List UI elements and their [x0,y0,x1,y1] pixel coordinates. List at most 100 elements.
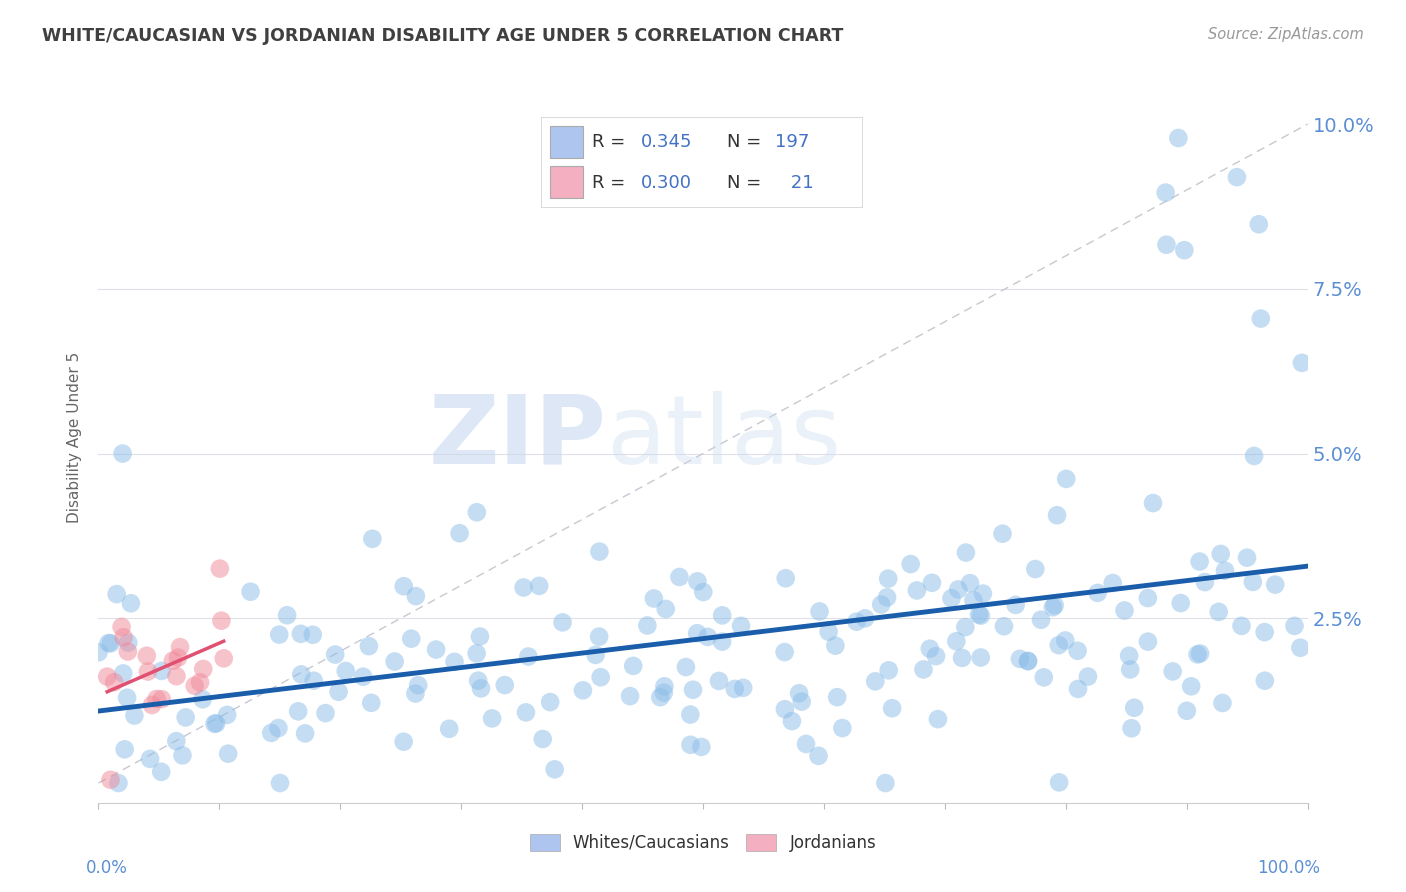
Point [112,630,135,644]
Point [135,648,157,663]
Point [468,630,491,644]
Point [970,650,993,665]
Point [165,734,187,748]
Point [465,646,488,660]
Text: WHITE/CAUCASIAN VS JORDANIAN DISABILITY AGE UNDER 5 CORRELATION CHART: WHITE/CAUCASIAN VS JORDANIAN DISABILITY … [42,27,844,45]
Point [269,776,291,790]
Point [865,674,887,689]
Point [294,726,316,740]
Point [315,706,337,720]
Point [361,532,384,546]
Point [538,695,561,709]
Point [260,726,283,740]
Point [853,611,876,625]
Point [572,683,595,698]
Point [512,581,534,595]
Point [1054,472,1077,486]
Point [1119,663,1142,677]
Point [808,604,831,618]
Point [876,591,898,605]
Point [117,635,139,649]
Point [111,446,134,460]
Point [425,642,447,657]
Point [107,776,129,790]
Point [794,737,817,751]
Point [696,630,718,644]
Point [169,640,191,654]
Point [912,662,935,676]
Point [465,505,488,519]
Point [927,712,949,726]
Point [948,582,970,597]
Point [1291,356,1313,370]
Point [1136,634,1159,648]
Point [668,570,690,584]
Point [1161,665,1184,679]
Point [97,636,120,650]
Point [290,627,312,641]
Point [1121,721,1143,735]
Point [404,687,426,701]
Point [1211,696,1233,710]
Point [955,620,977,634]
Point [449,526,471,541]
Point [831,721,853,735]
Point [544,762,567,776]
Point [105,587,128,601]
Point [1180,679,1202,693]
Point [174,710,197,724]
Point [1194,575,1216,590]
Point [162,654,184,668]
Point [690,739,713,754]
Point [682,682,704,697]
Text: N =: N = [727,133,768,152]
Point [212,651,235,665]
Point [970,608,993,623]
Point [139,752,162,766]
Point [1046,508,1069,523]
Point [114,742,136,756]
Point [527,579,550,593]
Point [217,707,239,722]
Point [1241,574,1264,589]
Point [711,608,734,623]
Text: ZIP: ZIP [429,391,606,483]
Point [150,692,173,706]
Point [925,649,948,664]
Point [1167,131,1189,145]
Point [217,747,239,761]
Point [276,608,298,623]
Point [900,557,922,571]
Point [1254,673,1277,688]
Point [875,776,897,790]
Point [467,673,489,688]
Point [959,576,981,591]
Point [515,706,537,720]
Point [1008,652,1031,666]
Point [269,627,291,641]
Point [773,645,796,659]
Point [120,596,142,610]
Point [191,692,214,706]
Point [392,579,415,593]
Point [877,572,900,586]
Point [1118,648,1140,663]
Point [807,748,830,763]
Point [302,673,325,688]
Point [100,636,122,650]
Point [686,574,709,589]
Point [993,619,1015,633]
Point [1175,704,1198,718]
Point [711,634,734,648]
Point [193,662,215,676]
Point [686,626,709,640]
Point [405,589,427,603]
Text: Source: ZipAtlas.com: Source: ZipAtlas.com [1208,27,1364,42]
Point [136,665,159,679]
Legend: Whites/Caucasians, Jordanians: Whites/Caucasians, Jordanians [522,825,884,860]
Bar [550,127,582,158]
Point [209,614,232,628]
Point [1029,613,1052,627]
Point [621,658,644,673]
Point [1087,586,1109,600]
